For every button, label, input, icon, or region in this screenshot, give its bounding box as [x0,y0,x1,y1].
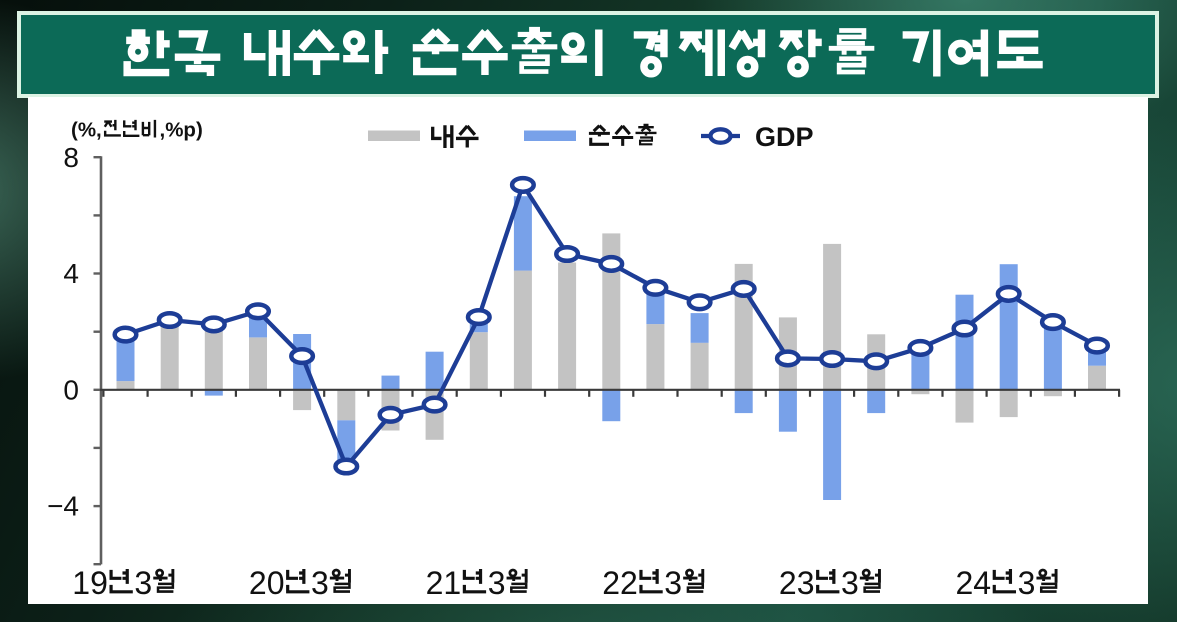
svg-text:8: 8 [63,142,79,173]
svg-text:(%,: (%, [71,119,102,142]
svg-text:3: 3 [488,565,506,601]
svg-text:3: 3 [841,565,859,601]
svg-text:,%p): ,%p) [160,119,203,142]
svg-text:19: 19 [72,565,108,601]
svg-text:−4: −4 [47,491,79,522]
svg-text:3: 3 [664,565,682,601]
svg-text:3: 3 [1018,565,1036,601]
svg-text:21: 21 [426,565,462,601]
svg-text:24: 24 [956,565,992,601]
svg-text:0: 0 [63,374,79,405]
svg-text:20: 20 [249,565,285,601]
svg-text:23: 23 [779,565,815,601]
svg-text:3: 3 [311,565,329,601]
svg-text:GDP: GDP [755,122,814,152]
svg-text:4: 4 [63,258,79,289]
svg-text:22: 22 [602,565,638,601]
svg-text:3: 3 [134,565,152,601]
